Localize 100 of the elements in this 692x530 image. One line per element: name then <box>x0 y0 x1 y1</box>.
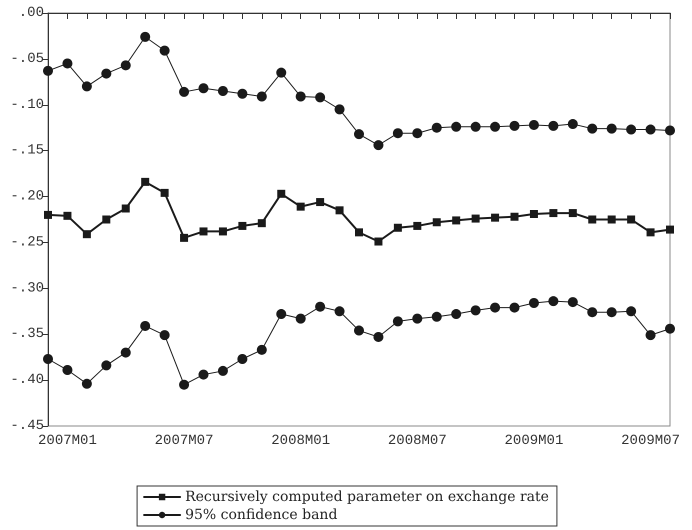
point <box>646 124 656 135</box>
y-tick-label: -.45 <box>10 418 44 434</box>
point <box>432 122 442 133</box>
point <box>568 297 578 308</box>
point <box>160 46 170 56</box>
point <box>665 125 675 136</box>
x-tick-label: 2008M07 <box>388 433 447 449</box>
point <box>82 378 92 389</box>
x-tick-label: 2007M01 <box>38 433 97 449</box>
point <box>432 312 442 322</box>
point <box>549 209 558 218</box>
x-tick-label: 2007M07 <box>154 433 214 449</box>
point <box>198 370 208 380</box>
point <box>315 92 326 102</box>
point <box>394 224 402 232</box>
point <box>218 227 227 236</box>
point <box>198 83 208 94</box>
point <box>140 32 150 42</box>
point <box>548 296 558 306</box>
point <box>334 306 345 316</box>
point <box>528 120 539 130</box>
point <box>528 298 539 308</box>
point <box>646 330 656 340</box>
point <box>120 348 131 358</box>
point <box>606 307 617 318</box>
point <box>63 212 72 220</box>
point <box>296 314 306 324</box>
point <box>276 68 286 78</box>
legend-label: 95% confidence band <box>185 507 338 523</box>
point <box>627 216 636 224</box>
y-tick-label: -.25 <box>10 234 44 250</box>
y-tick-label: -.30 <box>10 280 44 296</box>
point <box>237 88 248 99</box>
point <box>44 210 52 219</box>
y-tick-label: .00 <box>18 5 44 21</box>
point <box>470 122 481 132</box>
point <box>606 124 617 134</box>
point <box>490 302 500 313</box>
point <box>43 66 53 76</box>
point <box>256 92 267 102</box>
point <box>587 124 598 134</box>
point <box>646 228 655 236</box>
point <box>432 218 441 226</box>
y-tick-label: -.40 <box>10 372 44 388</box>
y-tick-label: -.20 <box>10 188 44 205</box>
point <box>200 227 208 236</box>
point <box>548 120 558 131</box>
point <box>373 332 384 342</box>
point <box>140 320 150 331</box>
point <box>256 344 267 355</box>
point <box>374 238 382 246</box>
point <box>608 216 616 224</box>
legend-label: Recursively computed parameter on exchange rate <box>185 489 549 505</box>
y-tick-label: -.05 <box>10 50 44 67</box>
point <box>276 309 286 320</box>
point <box>101 360 112 370</box>
y-tick-label: -.15 <box>10 142 44 159</box>
point <box>62 365 72 376</box>
point <box>43 354 53 364</box>
point <box>296 92 306 102</box>
point <box>218 366 228 376</box>
point <box>277 190 286 198</box>
point <box>315 302 326 312</box>
y-tick-label: -.10 <box>10 96 44 113</box>
point <box>101 68 112 79</box>
point <box>452 216 460 224</box>
point <box>510 302 520 313</box>
x-tick-label: 2008M01 <box>271 433 330 449</box>
point <box>392 316 403 326</box>
point <box>588 216 596 224</box>
point <box>626 306 636 316</box>
point <box>102 216 110 224</box>
point <box>179 380 190 390</box>
point <box>62 58 72 68</box>
point <box>568 209 577 218</box>
x-tick-label: 2009M01 <box>504 433 564 449</box>
point <box>510 120 520 131</box>
point <box>334 104 345 114</box>
point <box>470 305 481 316</box>
point <box>587 307 598 318</box>
point <box>82 230 91 238</box>
point <box>180 234 188 242</box>
point <box>510 212 518 221</box>
point <box>160 188 169 197</box>
point <box>665 324 675 334</box>
point <box>336 206 344 214</box>
point <box>472 214 480 223</box>
point <box>296 202 305 211</box>
point <box>237 354 248 364</box>
point <box>530 210 538 218</box>
point <box>451 122 462 132</box>
point <box>666 226 674 234</box>
y-tick-label: -.35 <box>10 326 44 342</box>
point <box>258 219 266 228</box>
point <box>141 178 150 186</box>
point <box>451 309 462 320</box>
point <box>373 140 384 150</box>
x-tick-label: 2009M07 <box>621 433 680 449</box>
point <box>122 204 130 212</box>
point <box>160 330 170 340</box>
